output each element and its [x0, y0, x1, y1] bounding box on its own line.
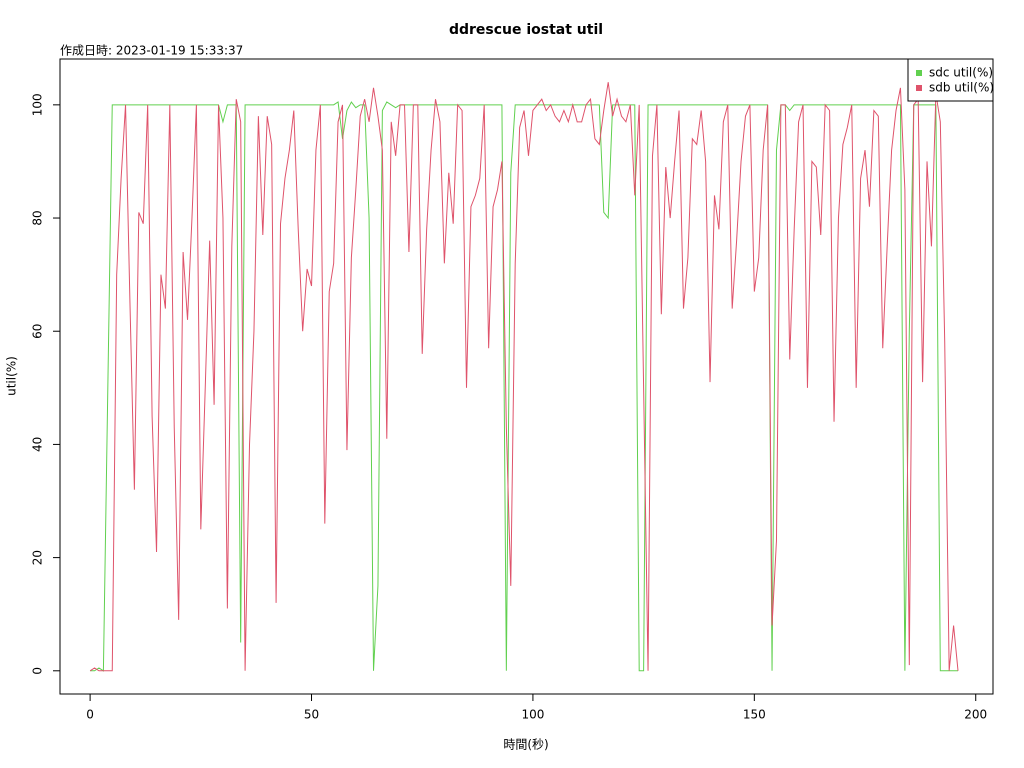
series-line — [89, 82, 959, 672]
x-tick-label: 150 — [743, 708, 766, 722]
y-axis-label: util(%) — [5, 356, 19, 396]
chart-subtitle: 作成日時: 2023-01-19 15:33:37 — [60, 44, 243, 58]
y-tick-label: 100 — [31, 93, 45, 116]
y-tick-label: 40 — [31, 437, 45, 452]
y-tick-label: 80 — [31, 210, 45, 225]
x-tick-label: 0 — [86, 708, 94, 722]
legend-label: sdc util(%) — [929, 66, 993, 80]
y-tick-label: 20 — [31, 550, 45, 565]
x-tick-label: 50 — [304, 708, 319, 722]
chart-title: ddrescue iostat util — [449, 22, 603, 38]
y-tick-label: 0 — [31, 667, 45, 675]
y-tick-label: 60 — [31, 324, 45, 339]
x-tick-label: 200 — [964, 708, 987, 722]
legend-box — [907, 58, 994, 102]
series-line — [90, 101, 959, 672]
x-axis-label: 時間(秒) — [503, 738, 548, 752]
legend-label: sdb util(%) — [929, 81, 994, 95]
legend-swatch — [916, 70, 922, 76]
legend-swatch — [916, 85, 922, 91]
plot-frame — [59, 58, 994, 695]
x-tick-label: 100 — [521, 708, 544, 722]
